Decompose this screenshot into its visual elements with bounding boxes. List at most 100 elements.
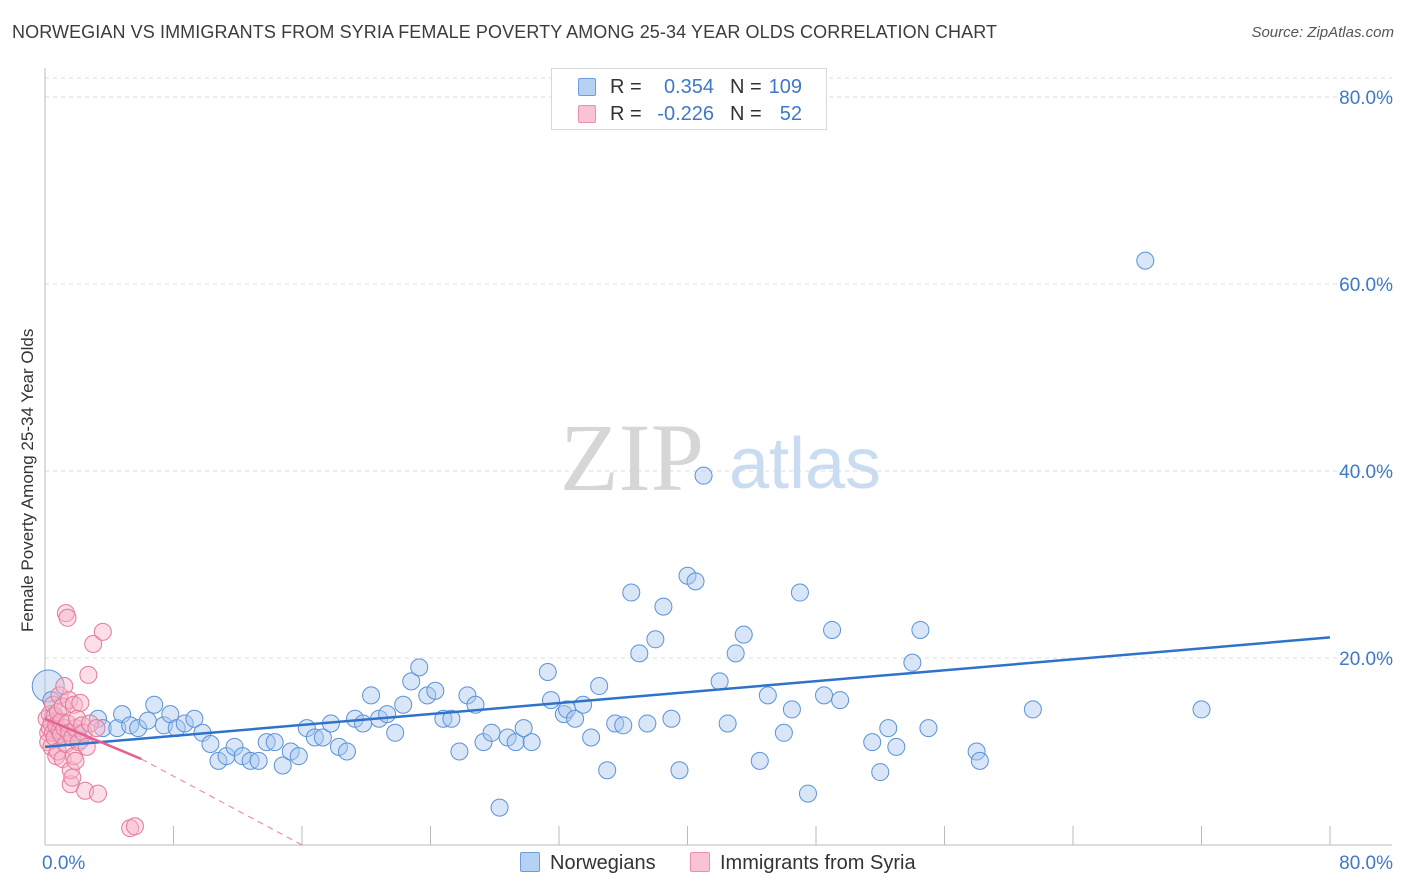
norwegians-point	[426, 681, 445, 700]
norwegians-point	[790, 583, 809, 602]
legend-item-norwegians[interactable]: Norwegians	[520, 852, 656, 875]
norwegians-point	[541, 691, 560, 710]
norwegians-point	[815, 686, 834, 705]
norwegians-point	[670, 761, 689, 780]
norwegians-point	[734, 625, 753, 644]
legend-row-norwegians: R = 0.354 N = 109	[552, 74, 826, 100]
norwegians-point	[522, 733, 541, 752]
syria-point	[93, 622, 112, 641]
series-legend: Norwegians Immigrants from Syria	[0, 852, 1406, 878]
norwegians-point	[970, 751, 989, 770]
norwegians-point	[249, 751, 268, 770]
legend-n-value: 52	[779, 103, 802, 125]
norwegians-point	[362, 686, 381, 705]
y-tick-label: 60.0%	[1339, 275, 1393, 296]
chart-title: NORWEGIAN VS IMMIGRANTS FROM SYRIA FEMAL…	[12, 22, 998, 42]
norwegians-point	[774, 723, 793, 742]
norwegians-point	[265, 733, 284, 752]
norwegians-point	[694, 466, 713, 485]
legend-item-syria[interactable]: Immigrants from Syria	[690, 852, 916, 875]
norwegians-point	[129, 719, 148, 738]
norwegians-point	[145, 695, 164, 714]
norwegians-point	[442, 709, 461, 728]
norwegians-point	[394, 695, 413, 714]
source-label: Source: ZipAtlas.com	[1251, 24, 1394, 41]
watermark-zip: ZIP	[560, 404, 704, 511]
syria-point	[63, 768, 82, 787]
norwegians-point	[273, 756, 292, 775]
y-axis-label: Female Poverty Among 25-34 Year Olds	[18, 328, 37, 632]
norwegians-point	[710, 672, 729, 691]
legend-n-label: N =	[730, 103, 762, 125]
norwegians-point	[185, 709, 204, 728]
syria-point	[77, 737, 96, 756]
legend-r-value: 0.354	[663, 76, 714, 98]
syria-point	[66, 751, 85, 770]
norwegians-point	[782, 700, 801, 719]
norwegians-point	[863, 733, 882, 752]
syria-point	[61, 761, 80, 780]
norwegians-point	[871, 763, 890, 782]
syria-point	[125, 817, 144, 836]
norwegians-point	[1136, 251, 1155, 270]
norwegians-point	[354, 714, 373, 733]
syria-point	[71, 693, 90, 712]
norwegians-point	[289, 747, 308, 766]
norwegians-point	[590, 677, 609, 696]
norwegians-point	[482, 723, 501, 742]
correlation-legend: R = 0.354 N = 109 R = -0.226 N = 52	[551, 68, 827, 130]
y-tick-label: 40.0%	[1339, 462, 1393, 483]
y-tick-label: 20.0%	[1339, 649, 1393, 670]
norwegians-point	[967, 742, 986, 761]
norwegians-point	[506, 733, 525, 752]
syria-point	[79, 665, 98, 684]
syria-point	[80, 714, 99, 733]
norwegians-point	[622, 583, 641, 602]
syria-point	[87, 719, 106, 738]
norwegians-point	[514, 719, 533, 738]
norwegians-point	[662, 709, 681, 728]
legend-swatch-pink	[578, 105, 596, 123]
syria-point	[84, 634, 103, 653]
norwegians-point	[911, 620, 930, 639]
norwegians-point	[566, 709, 585, 728]
norwegians-point	[823, 620, 842, 639]
tick-labels: 20.0% 40.0% 60.0% 80.0% 0.0% 80.0%	[42, 88, 1393, 874]
syria-point	[89, 784, 108, 803]
norwegians-point	[1023, 700, 1042, 719]
norwegians-point	[598, 761, 617, 780]
norwegians-points	[31, 251, 1211, 817]
norwegians-point	[726, 644, 745, 663]
norwegians-point	[410, 658, 429, 677]
norwegians-point	[1192, 700, 1211, 719]
norwegians-point	[614, 716, 633, 735]
legend-n-label: N =	[730, 76, 762, 98]
norwegians-point	[386, 723, 405, 742]
legend-r-value: -0.226	[657, 103, 714, 125]
norwegians-point	[175, 714, 194, 733]
norwegians-point	[630, 644, 649, 663]
norwegians-point	[378, 705, 397, 724]
syria-point	[55, 677, 74, 696]
norwegians-point	[750, 751, 769, 770]
legend-label-norwegians: Norwegians	[550, 852, 656, 874]
norwegians-point	[450, 742, 469, 761]
norwegians-point	[574, 695, 593, 714]
norwegians-point	[903, 653, 922, 672]
norwegians-point	[138, 711, 157, 730]
syria-trend-extension	[141, 758, 303, 846]
norwegians-point	[201, 735, 220, 754]
trend-lines	[44, 636, 1331, 846]
legend-swatch-blue	[578, 78, 596, 96]
legend-swatch-blue	[520, 852, 540, 872]
norwegians-point	[686, 572, 705, 591]
norwegians-point	[313, 728, 332, 747]
norwegians-point	[638, 714, 657, 733]
syria-trend-line	[44, 717, 142, 761]
norwegians-trend-line	[44, 636, 1331, 749]
legend-swatch-pink	[690, 852, 710, 872]
syria-point	[64, 695, 83, 714]
norwegians-point	[337, 742, 356, 761]
norwegians-point	[758, 686, 777, 705]
